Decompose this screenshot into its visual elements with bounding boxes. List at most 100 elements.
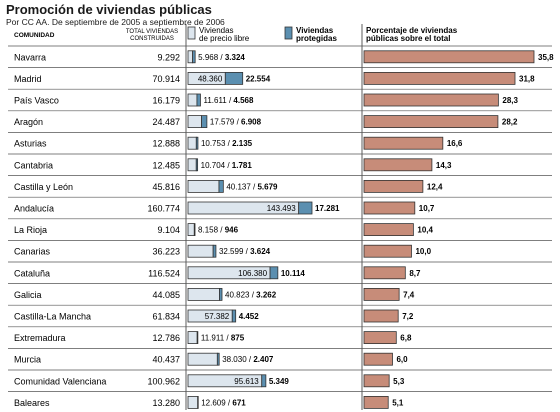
label-percentage: 6,0 xyxy=(396,355,408,364)
legend-protegidas-line1: Viviendas xyxy=(296,26,334,35)
header-pct-line1: Porcentaje de viviendas xyxy=(366,26,458,35)
bar-libre xyxy=(187,331,198,345)
legend-libre-line1: Viviendas xyxy=(199,26,234,35)
bar-libre xyxy=(187,50,194,64)
region-label: Aragón xyxy=(14,117,43,127)
bar-libre xyxy=(187,179,220,193)
label-percentage: 6,8 xyxy=(400,334,412,343)
total-label: 13.280 xyxy=(152,398,180,408)
label-libre: 5.968 / xyxy=(198,53,225,62)
label-pair: 10.704 / 1.781 xyxy=(201,161,253,170)
label-protegidas: 17.281 xyxy=(315,204,340,213)
region-label: Andalucía xyxy=(14,204,54,214)
total-label: 45.816 xyxy=(152,182,180,192)
header-total-line1: TOTAL VIVIENDAS xyxy=(126,29,178,35)
region-label: País Vasco xyxy=(14,96,59,106)
label-percentage: 31,8 xyxy=(519,74,535,83)
region-label: Extremadura xyxy=(14,333,66,343)
bar-protegidas xyxy=(195,158,199,172)
bar-percentage xyxy=(363,374,390,388)
bar-libre xyxy=(187,395,199,409)
total-label: 61.834 xyxy=(152,312,180,322)
label-protegidas: 3.262 xyxy=(256,290,277,299)
bar-percentage xyxy=(363,395,389,409)
bar-percentage xyxy=(363,50,535,64)
bar-libre xyxy=(187,158,197,172)
label-pair: 8.158 / 946 xyxy=(198,226,239,235)
region-label: Navarra xyxy=(14,52,46,62)
bar-protegidas xyxy=(219,287,223,301)
region-label: Cantabria xyxy=(14,160,53,170)
header-total-line2: CONSTRUIDAS xyxy=(130,36,174,42)
legend-swatch-libre xyxy=(187,26,196,40)
bar-percentage xyxy=(363,223,414,237)
legend-libre-line2: de precio libre xyxy=(199,34,250,43)
label-protegidas: 3.324 xyxy=(225,53,246,62)
bar-protegidas xyxy=(218,179,224,193)
total-label: 9.104 xyxy=(157,225,180,235)
label-pair: 38.030 / 2.407 xyxy=(222,355,274,364)
region-label: Madrid xyxy=(14,74,42,84)
bar-libre xyxy=(187,136,197,150)
bar-percentage xyxy=(363,244,412,258)
bar-protegidas xyxy=(197,395,199,409)
region-label: Baleares xyxy=(14,398,50,408)
label-percentage: 28,3 xyxy=(502,96,518,105)
label-protegidas: 3.624 xyxy=(250,247,271,256)
label-pair: 10.753 / 2.135 xyxy=(201,139,253,148)
region-label: Castilla-La Mancha xyxy=(14,312,91,322)
bar-protegidas xyxy=(216,352,220,366)
total-label: 9.292 xyxy=(157,52,180,62)
bar-protegidas xyxy=(193,223,196,237)
label-protegidas: 2.135 xyxy=(232,139,253,148)
region-label: Castilla y León xyxy=(14,182,73,192)
label-pair: 40.823 / 3.262 xyxy=(225,290,277,299)
total-label: 100.962 xyxy=(147,376,180,386)
label-libre: 38.030 / xyxy=(222,355,253,364)
label-percentage: 7,2 xyxy=(402,312,414,321)
label-protegidas: 946 xyxy=(225,226,239,235)
bar-protegidas xyxy=(196,93,201,107)
label-libre: 57.382 xyxy=(205,312,230,321)
region-label: La Rioja xyxy=(14,225,47,235)
label-percentage: 12,4 xyxy=(427,182,443,191)
bar-protegidas xyxy=(269,266,279,280)
total-label: 70.914 xyxy=(152,74,180,84)
label-percentage: 10,4 xyxy=(417,226,433,235)
bar-percentage xyxy=(363,93,499,107)
label-libre: 12.609 / xyxy=(201,398,232,407)
bar-percentage xyxy=(363,201,416,215)
label-libre: 11.611 / xyxy=(203,96,233,105)
label-pair: 5.968 / 3.324 xyxy=(198,53,245,62)
total-label: 44.085 xyxy=(152,290,180,300)
label-percentage: 5,3 xyxy=(393,377,405,386)
total-label: 12.888 xyxy=(152,139,180,149)
total-label: 36.223 xyxy=(152,247,180,257)
bar-percentage xyxy=(363,179,424,193)
legend-swatch-protegidas xyxy=(284,26,293,40)
label-protegidas: 6.908 xyxy=(241,118,262,127)
label-percentage: 16,6 xyxy=(447,139,463,148)
bar-libre xyxy=(187,244,214,258)
header-region: COMUNIDAD xyxy=(14,32,55,39)
label-libre: 143.493 xyxy=(267,204,296,213)
bar-protegidas xyxy=(261,374,267,388)
label-libre: 11.911 / xyxy=(201,334,231,343)
label-protegidas: 10.114 xyxy=(281,269,306,278)
total-label: 12.485 xyxy=(152,160,180,170)
label-protegidas: 1.781 xyxy=(232,161,253,170)
label-pair: 11.911 / 875 xyxy=(201,334,245,343)
label-libre: 8.158 / xyxy=(198,226,225,235)
label-protegidas: 5.349 xyxy=(269,377,290,386)
label-percentage: 35,8 xyxy=(538,53,554,62)
total-label: 24.487 xyxy=(152,117,180,127)
label-percentage: 8,7 xyxy=(409,269,421,278)
region-label: Asturias xyxy=(14,139,47,149)
region-label: Canarias xyxy=(14,247,51,257)
bar-percentage xyxy=(363,266,406,280)
label-libre: 32.599 / xyxy=(219,247,250,256)
bar-percentage xyxy=(363,331,397,345)
region-label: Comunidad Valenciana xyxy=(14,376,106,386)
label-percentage: 7,4 xyxy=(403,290,415,299)
